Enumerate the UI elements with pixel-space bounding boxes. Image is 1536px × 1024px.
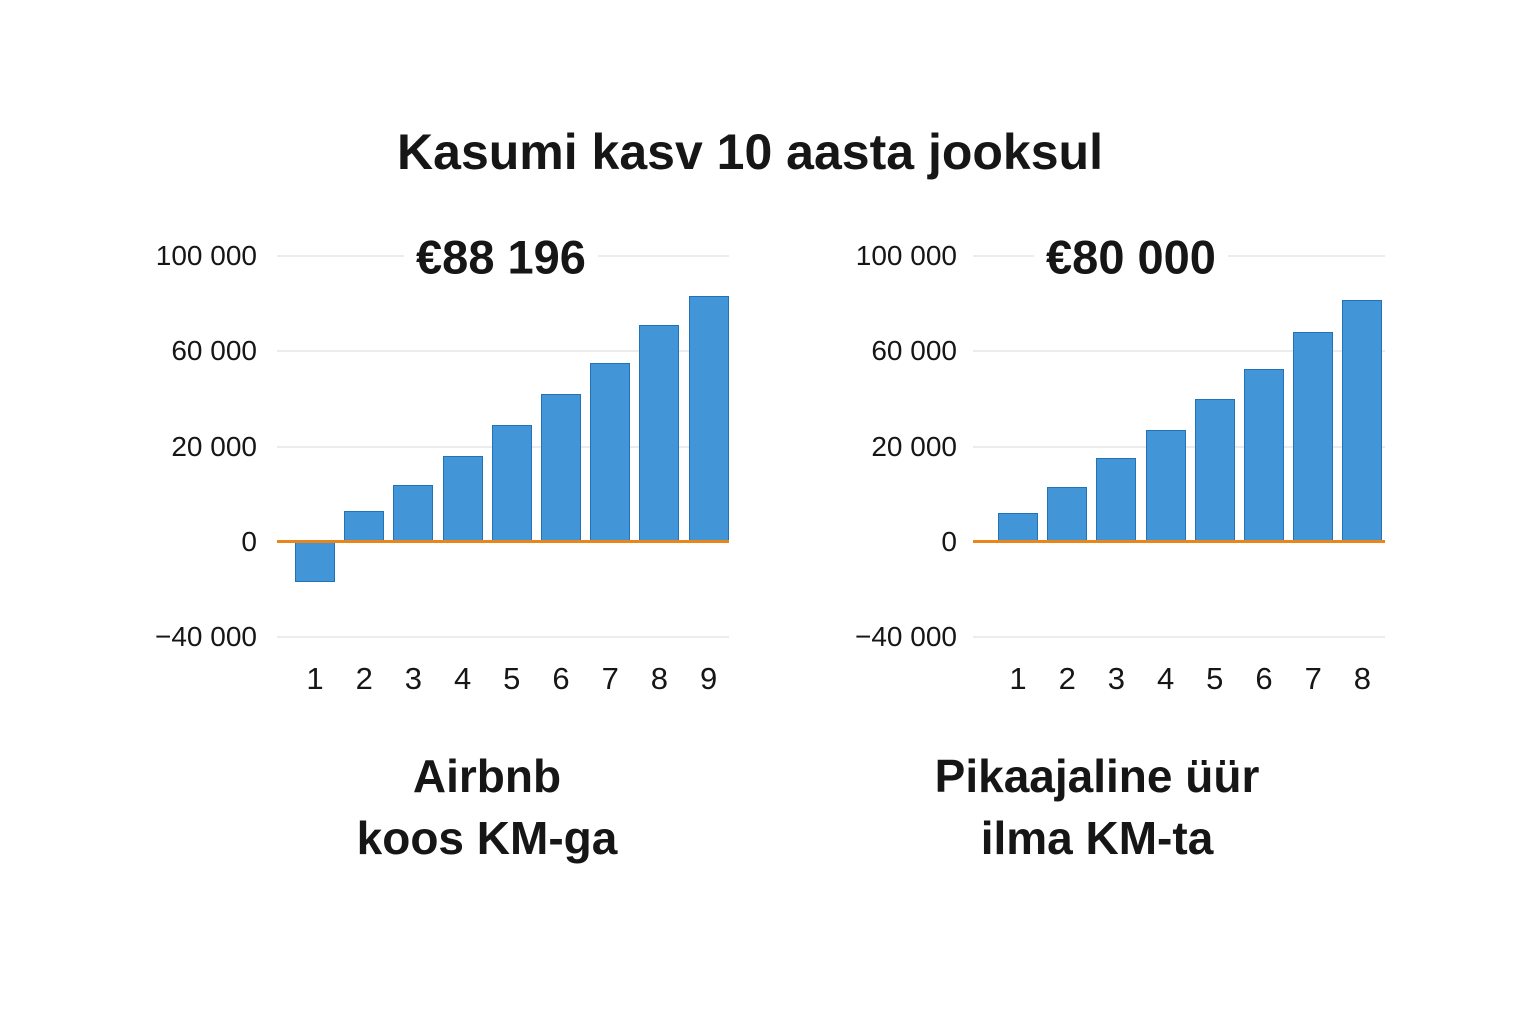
bar-year-5 <box>491 425 532 542</box>
gridline-60000 <box>277 350 729 353</box>
zero-line <box>277 540 729 544</box>
bar-year-5 <box>1194 398 1235 542</box>
y-tick-label: −40 000 <box>155 621 257 652</box>
x-tick-label: 3 <box>1107 661 1126 696</box>
bar-year-9 <box>688 296 729 542</box>
figure-title: Kasumi kasv 10 aasta jooksul <box>397 124 1103 180</box>
bar-year-3 <box>393 484 434 542</box>
long-term-rent-total-label: €80 000 <box>1034 229 1228 285</box>
y-tick-label: 0 <box>241 525 257 557</box>
bar-year-8 <box>639 325 680 542</box>
x-tick-label: 7 <box>601 661 619 696</box>
bar-year-6 <box>1244 369 1284 542</box>
bar-year-8 <box>1342 300 1383 542</box>
x-tick-label: 1 <box>306 661 324 696</box>
x-tick-label: 1 <box>1009 661 1027 696</box>
gridline--40000 <box>277 636 729 638</box>
y-tick-label: 100 000 <box>855 240 957 271</box>
x-tick-label: 4 <box>453 661 472 696</box>
bar-year-4 <box>442 456 483 542</box>
bar-year-4 <box>1145 429 1186 542</box>
bar-year-3 <box>1096 458 1137 542</box>
caption-line: Airbnb <box>412 750 562 802</box>
bar-year-6 <box>541 394 581 542</box>
x-tick-label: 5 <box>503 661 521 696</box>
x-tick-label: 5 <box>1206 661 1224 696</box>
x-tick-label: 7 <box>1304 661 1322 696</box>
bar-year-2 <box>344 510 385 542</box>
y-tick-label: 60 000 <box>871 335 957 367</box>
bar-year-1 <box>295 541 335 583</box>
caption-line: Pikaajaline üür <box>934 750 1260 802</box>
bar-year-2 <box>1047 486 1088 542</box>
y-tick-label: 60 000 <box>171 335 257 367</box>
x-tick-label: 3 <box>404 661 423 696</box>
gridline--40000 <box>973 636 1385 638</box>
bar-year-7 <box>590 363 631 542</box>
bar-year-7 <box>1293 332 1334 542</box>
x-tick-label: 8 <box>650 661 669 696</box>
x-tick-label: 2 <box>355 661 373 696</box>
gridline-60000 <box>973 350 1385 353</box>
x-tick-label: 2 <box>1058 661 1076 696</box>
x-tick-label: 9 <box>699 661 718 696</box>
y-tick-label: 20 000 <box>871 430 957 462</box>
y-tick-label: 100 000 <box>155 240 257 271</box>
x-tick-label: 4 <box>1156 661 1175 696</box>
airbnb-chart-caption: Airbnb koos KM-ga <box>357 745 618 869</box>
x-tick-label: 8 <box>1353 661 1372 696</box>
y-tick-label: 0 <box>941 525 957 557</box>
x-tick-label: 6 <box>1255 661 1273 696</box>
x-tick-label: 6 <box>552 661 570 696</box>
caption-line: ilma KM-ta <box>980 812 1214 864</box>
y-tick-label: −40 000 <box>855 621 957 652</box>
long-term-rent-chart-caption: Pikaajaline üür ilma KM-ta <box>935 745 1260 869</box>
zero-line <box>973 540 1385 544</box>
airbnb-total-label: €88 196 <box>404 229 598 285</box>
y-tick-label: 20 000 <box>171 430 257 462</box>
caption-line: koos KM-ga <box>356 812 618 864</box>
bar-year-1 <box>998 513 1038 542</box>
